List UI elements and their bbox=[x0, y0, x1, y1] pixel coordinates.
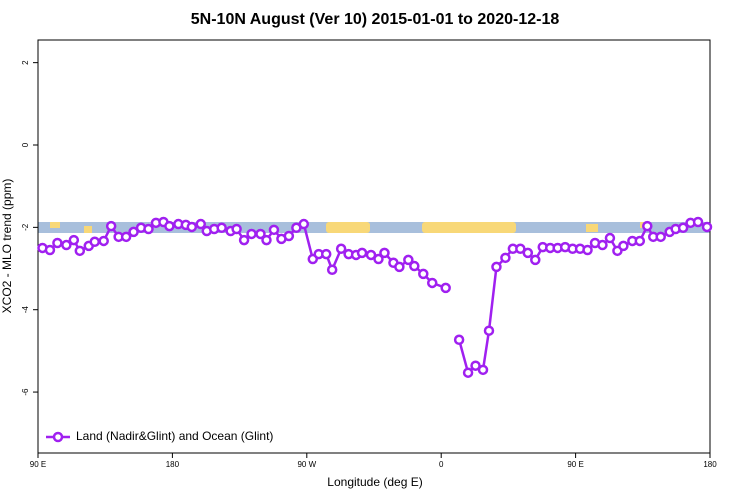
data-point bbox=[335, 243, 347, 255]
data-point bbox=[128, 226, 139, 238]
data-point bbox=[483, 325, 495, 336]
data-point bbox=[68, 234, 80, 246]
data-point bbox=[261, 234, 272, 246]
data-point bbox=[98, 235, 109, 247]
chart-title: 5N-10N August (Ver 10) 2015-01-01 to 202… bbox=[191, 11, 560, 28]
x-tick-label: 180 bbox=[703, 460, 717, 469]
x-tick-label: 90 E bbox=[567, 460, 583, 469]
data-point bbox=[320, 248, 332, 260]
x-tick-label: 180 bbox=[166, 460, 180, 469]
plot-frame bbox=[37, 39, 711, 454]
x-tick-label: 90 E bbox=[30, 460, 46, 469]
data-point bbox=[677, 222, 689, 234]
data-point bbox=[477, 364, 489, 376]
data-point bbox=[470, 360, 481, 371]
x-tick-label: 0 bbox=[439, 460, 444, 469]
data-point bbox=[409, 260, 420, 272]
data-point bbox=[500, 252, 511, 264]
y-tick-label: -4 bbox=[21, 306, 30, 314]
data-point bbox=[403, 254, 414, 266]
map-strip bbox=[38, 222, 710, 233]
data-point bbox=[453, 334, 465, 346]
data-point bbox=[418, 268, 429, 280]
data-point bbox=[195, 218, 207, 230]
y-tick-label: 0 bbox=[21, 142, 30, 147]
data-point bbox=[216, 222, 227, 234]
y-axis-label: XCO2 - MLO trend (ppm) bbox=[0, 179, 14, 314]
data-point bbox=[426, 277, 438, 289]
data-point bbox=[597, 239, 608, 251]
data-point bbox=[634, 235, 646, 247]
data-point bbox=[604, 232, 616, 244]
data-point bbox=[164, 220, 175, 232]
data-point bbox=[491, 261, 502, 273]
data-point bbox=[61, 239, 72, 251]
data-point bbox=[105, 220, 117, 232]
data-point bbox=[231, 223, 242, 235]
data-point bbox=[530, 254, 541, 266]
x-axis-label: Longitude (deg E) bbox=[327, 475, 422, 489]
data-point bbox=[522, 247, 534, 259]
data-point bbox=[89, 236, 100, 248]
legend-marker bbox=[52, 431, 64, 443]
data-point bbox=[255, 228, 266, 240]
data-point bbox=[373, 253, 384, 265]
data-point bbox=[440, 282, 451, 294]
data-point bbox=[298, 218, 310, 230]
data-point bbox=[618, 240, 629, 252]
data-point bbox=[44, 244, 56, 256]
data-point bbox=[326, 264, 338, 276]
data-point bbox=[655, 231, 666, 243]
y-tick-label: 2 bbox=[21, 60, 30, 65]
data-point bbox=[582, 244, 593, 256]
data-point bbox=[186, 221, 198, 233]
data-point bbox=[283, 230, 295, 242]
y-tick-label: -6 bbox=[21, 388, 30, 396]
data-point bbox=[120, 231, 132, 243]
data-point bbox=[515, 243, 526, 255]
data-point bbox=[692, 216, 704, 228]
data-point bbox=[379, 247, 390, 259]
data-point bbox=[238, 234, 250, 246]
y-tick-label: -2 bbox=[21, 223, 30, 231]
data-point bbox=[462, 367, 474, 378]
x-tick-label: 90 W bbox=[297, 460, 316, 469]
data-point bbox=[365, 249, 377, 261]
data-point bbox=[143, 223, 154, 235]
data-point bbox=[356, 247, 368, 259]
data-point bbox=[246, 228, 257, 240]
data-point bbox=[74, 245, 86, 257]
data-point bbox=[642, 220, 653, 232]
data-point bbox=[52, 237, 63, 249]
data-point bbox=[701, 221, 713, 233]
data-point bbox=[268, 224, 280, 236]
legend-label: Land (Nadir&Glint) and Ocean (Glint) bbox=[76, 429, 273, 443]
data-point bbox=[394, 261, 405, 273]
